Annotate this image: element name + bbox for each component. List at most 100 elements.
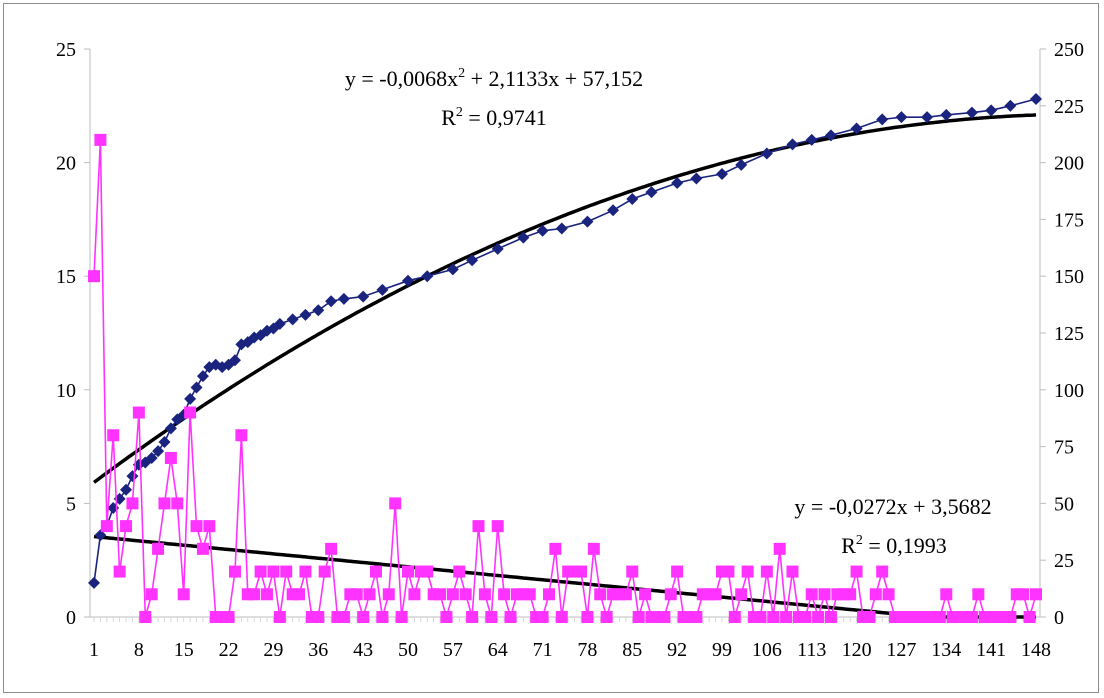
daily-point [600,611,613,623]
linear-trendline [93,534,1036,619]
daily-point [357,611,370,623]
daily-point [882,588,895,601]
daily-point [818,588,831,601]
y-right-tick-label: 0 [1054,607,1064,629]
daily-point [536,611,549,623]
cumulative-point [299,308,312,321]
cumulative-point [228,354,241,367]
cumulative-point [196,370,209,383]
cumulative-point [120,483,133,496]
cumulative-point [850,122,863,135]
daily-point [549,542,562,555]
x-tick-label: 64 [488,639,508,661]
daily-point [754,611,767,623]
cumulative-point [965,106,978,119]
y-right-tick-label: 125 [1054,323,1084,345]
cumulative-point [876,113,889,126]
daily-point [632,611,645,623]
cumulative-point [921,111,934,124]
cumulative-point [517,231,530,244]
cumulative-point [985,104,998,117]
poly-equation-label: y = -0,0068x2 + 2,1133x + 57,152 [345,66,643,91]
cumulative-point [607,204,620,217]
daily-point [177,588,190,601]
y-right-tick-label: 25 [1054,550,1074,572]
cumulative-point [671,177,684,190]
daily-point [312,611,325,623]
daily-point [472,520,485,533]
series-group [88,92,1042,623]
cumulative-point [446,263,459,276]
poly-r2-label: R2 = 0,9741 [441,105,547,130]
daily-point [639,588,652,601]
cumulative-point [690,172,703,185]
cumulative-point [357,290,370,303]
daily-point [88,270,100,283]
daily-point [395,611,408,623]
daily-point [735,588,748,601]
cumulative-point [94,529,107,542]
daily-point [581,611,594,623]
daily-point [408,588,421,601]
cumulative-point [581,215,594,228]
y-right-tick-label: 225 [1054,96,1084,118]
daily-point [337,611,350,623]
daily-point [350,588,363,601]
daily-point [741,565,754,578]
daily-point [466,611,479,623]
x-tick-label: 15 [174,639,194,661]
daily-point [369,565,382,578]
daily-point [728,611,741,623]
cumulative-point [325,295,338,308]
cumulative-point [491,242,504,255]
cumulative-point [402,274,414,287]
cumulative-point [337,292,350,305]
x-tick-label: 78 [577,639,597,661]
y-right-tick-label: 200 [1054,153,1084,175]
daily-point [844,588,857,601]
daily-point [940,588,953,601]
cumulative-point [184,392,197,405]
daily-point [280,565,293,578]
x-tick-label: 106 [752,639,782,661]
daily-point [261,588,274,601]
trendline-group [92,113,1037,619]
chart-frame: 0 5 10 15 20 25 0 25 50 75 100 125 150 175 200 225 250 1 8… [3,3,1099,693]
x-tick-label: 29 [263,639,283,661]
y-right-tick-label: 50 [1054,493,1074,515]
cumulative-point [536,224,549,237]
y-left-tick-label: 10 [56,380,76,402]
cumulative-point [158,436,171,449]
daily-point [273,611,286,623]
daily-point [107,429,120,442]
daily-point [972,588,985,601]
y-right-tick-label: 75 [1054,437,1074,459]
y-right-tick-label: 250 [1054,39,1084,61]
cumulative-point [626,192,639,205]
linear-equation-label: y = -0,0272x + 3,5682 [794,494,991,519]
y-right-tick-label: 150 [1054,266,1084,288]
axes [89,49,1041,618]
cumulative-point [895,111,908,124]
daily-point [542,588,555,601]
x-tick-label: 141 [976,639,1006,661]
daily-point [132,406,145,419]
polynomial-trendline [92,113,1037,484]
x-tick-label: 22 [219,639,239,661]
cumulative-point [786,138,799,151]
daily-point [363,588,376,601]
daily-point [1017,588,1030,601]
daily-point [196,542,209,555]
daily-point [203,520,216,533]
daily-point [575,565,588,578]
x-tick-label: 99 [712,639,732,661]
daily-point [402,565,414,578]
daily-point [504,611,517,623]
daily-point [299,565,312,578]
daily-point [786,565,799,578]
daily-point [228,565,241,578]
cumulative-point [716,167,728,180]
daily-point [190,520,203,533]
daily-point [235,429,248,442]
